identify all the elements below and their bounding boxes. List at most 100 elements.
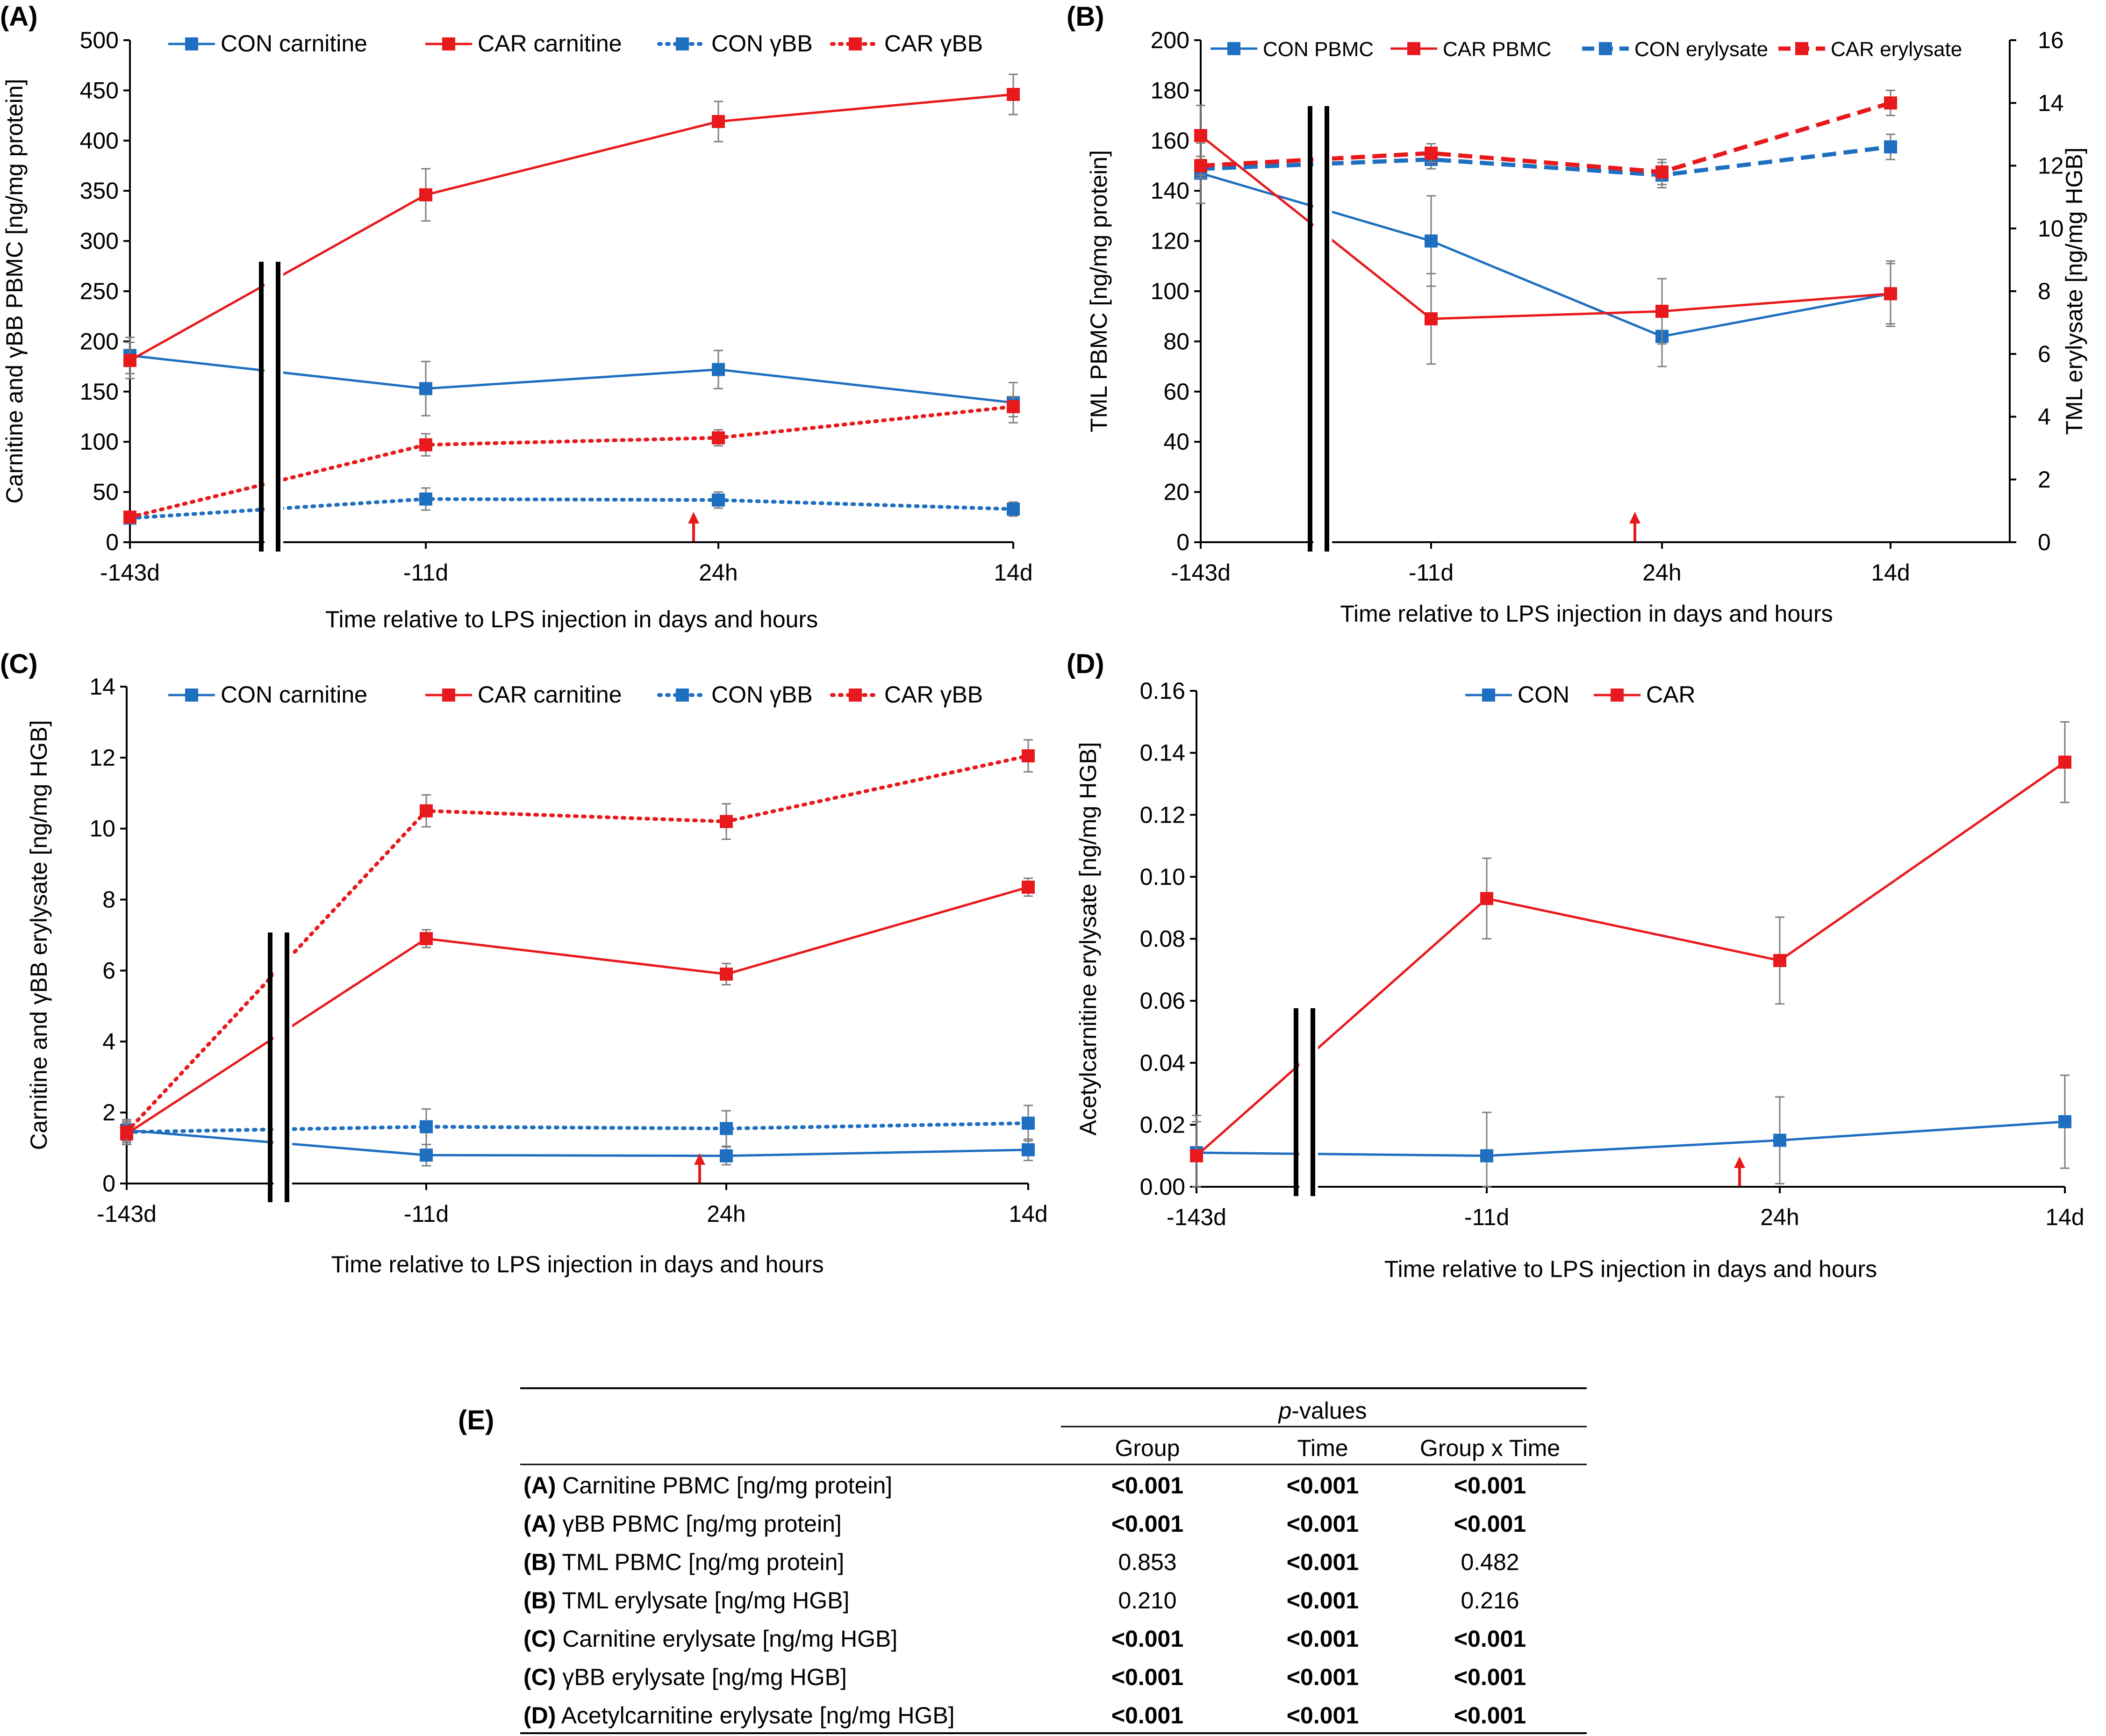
y-tick-label: 0.10 xyxy=(1140,864,1185,890)
data-point xyxy=(2058,755,2071,769)
legend-marker xyxy=(676,689,689,702)
table-cell: 0.482 xyxy=(1461,1549,1519,1575)
y-tick-label-right: 4 xyxy=(2038,404,2051,430)
y-tick-label: 0 xyxy=(106,529,119,555)
x-tick-label: 14d xyxy=(1871,560,1910,586)
y-tick-label: 60 xyxy=(1163,379,1189,405)
x-tick-label: 24h xyxy=(1642,560,1681,586)
series-car-pbmc xyxy=(1194,105,1897,365)
y-axis-label-right: TML erylysate [ng/mg HGB] xyxy=(2061,148,2087,435)
series-line xyxy=(1196,761,2066,1157)
table-cell: <0.001 xyxy=(1287,1702,1359,1729)
data-point xyxy=(420,1148,433,1162)
x-tick-label: 24h xyxy=(707,1201,745,1227)
row-label-space xyxy=(556,1626,562,1652)
data-point xyxy=(1007,502,1020,516)
legend-label: CON γBB xyxy=(711,30,813,57)
series-con xyxy=(1190,1074,2071,1188)
legend-item: CON γBB xyxy=(657,681,813,708)
data-point xyxy=(1480,892,1493,905)
y-tick-label: 0.06 xyxy=(1140,988,1185,1014)
row-label: (A) Carnitine PBMC [ng/mg protein] xyxy=(523,1472,892,1499)
panel-label: (D) xyxy=(1067,649,1104,679)
row-panel-tag: (B) xyxy=(523,1549,556,1575)
y-tick-label: 0.14 xyxy=(1140,740,1185,766)
table-cell: 0.210 xyxy=(1118,1587,1176,1614)
y-tick-label: 250 xyxy=(80,278,119,304)
table-cell: <0.001 xyxy=(1111,1626,1183,1652)
legend-item: CON xyxy=(1465,681,1569,708)
row-label-text: Carnitine PBMC [ng/mg protein] xyxy=(562,1472,892,1499)
panel-label: (C) xyxy=(0,649,38,679)
data-point xyxy=(1022,749,1035,763)
table-row: (A) γBB PBMC [ng/mg protein] <0.001 <0.001… xyxy=(523,1511,1526,1537)
y-tick-label-right: 10 xyxy=(2038,215,2064,242)
row-label-text: TML PBMC [ng/mg protein] xyxy=(562,1549,844,1575)
legend-item: CON erylysate xyxy=(1582,38,1768,61)
legend-marker xyxy=(442,689,455,702)
x-axis-label: Time relative to LPS injection in days a… xyxy=(1340,601,1833,627)
x-tick-label: -143d xyxy=(1171,560,1231,586)
legend-item: CON PBMC xyxy=(1211,38,1374,61)
x-tick-label: 14d xyxy=(2045,1204,2084,1230)
legend-label: CAR γBB xyxy=(884,30,983,57)
legend-label: CON erylysate xyxy=(1634,38,1768,61)
data-point xyxy=(1022,880,1035,894)
y-tick-label: 450 xyxy=(80,77,119,103)
table-column-header: Group xyxy=(1115,1435,1180,1461)
series-line xyxy=(1200,172,1891,338)
series-line xyxy=(125,1121,1030,1134)
y-tick-label: 10 xyxy=(89,816,115,842)
y-tick-label: 300 xyxy=(80,228,119,254)
legend-marker xyxy=(185,37,198,50)
table-row: (D) Acetylcarnitine erylysate [ng/mg HGB… xyxy=(523,1702,1526,1729)
legend-marker xyxy=(442,37,455,50)
x-axis-label: Time relative to LPS injection in days a… xyxy=(325,606,818,632)
y-tick-label: 14 xyxy=(89,674,115,700)
data-point xyxy=(1194,129,1207,143)
series-con-carnitine xyxy=(123,337,1020,423)
table-cell: 0.216 xyxy=(1461,1587,1519,1614)
data-point xyxy=(712,363,725,376)
lps-arrow-head xyxy=(694,1153,705,1165)
y-tick-label-right: 0 xyxy=(2038,529,2051,555)
legend-marker xyxy=(676,37,689,50)
lps-arrow-head xyxy=(1629,512,1640,524)
data-point xyxy=(420,932,433,946)
data-point xyxy=(123,510,136,524)
row-panel-tag: (B) xyxy=(523,1587,556,1614)
panel-a: (A) 0 50 100 150 200 250 300 350 400 450 500 -143d -1… xyxy=(0,1,1033,632)
y-tick-label: 0.00 xyxy=(1140,1174,1185,1200)
legend-label: CON carnitine xyxy=(221,681,367,708)
series-line xyxy=(125,754,1030,1134)
row-label-space xyxy=(556,1702,561,1729)
y-axis-label: Carnitine and γBB erylysate [ng/mg HGB] xyxy=(26,720,52,1150)
data-point xyxy=(1190,1149,1203,1162)
axis-break-bar xyxy=(285,933,289,1202)
y-tick-label-right: 12 xyxy=(2038,153,2064,179)
data-point xyxy=(1022,1143,1035,1156)
table-row: (B) TML PBMC [ng/mg protein] 0.853 <0.001 0… xyxy=(523,1549,1519,1575)
x-tick-label: -143d xyxy=(1167,1204,1226,1230)
series-car-bb xyxy=(120,739,1035,1144)
y-tick-label: 0.04 xyxy=(1140,1050,1185,1076)
series-line xyxy=(1196,1120,2065,1157)
table-cell: 0.853 xyxy=(1118,1549,1176,1575)
y-axis-label: Carnitine and γBB PBMC [ng/mg protein] xyxy=(1,79,28,504)
legend-label: CAR carnitine xyxy=(478,30,622,57)
table-cell: <0.001 xyxy=(1111,1702,1183,1729)
data-point xyxy=(720,1149,733,1162)
legend-marker xyxy=(849,37,862,50)
y-tick-label: 0.02 xyxy=(1140,1112,1185,1138)
table-row: (C) γBB erylysate [ng/mg HGB] <0.001 <0.00… xyxy=(523,1664,1526,1690)
panel-d: (D) 0.00 0.02 0.04 0.06 0.08 0.10 0.12 0.14 0.16 -… xyxy=(1067,649,2085,1282)
y-tick-label: 400 xyxy=(80,128,119,154)
row-label-text: γBB PBMC [ng/mg protein] xyxy=(562,1511,841,1537)
legend-item: CAR γBB xyxy=(830,681,983,708)
lps-arrow-head xyxy=(688,512,699,524)
legend-item: CON carnitine xyxy=(168,681,367,708)
y-tick-label: 160 xyxy=(1151,128,1189,154)
table-cell: <0.001 xyxy=(1287,1626,1359,1652)
y-tick-label: 100 xyxy=(80,429,119,455)
